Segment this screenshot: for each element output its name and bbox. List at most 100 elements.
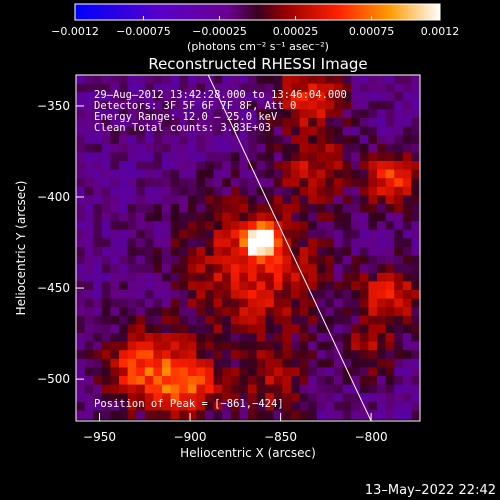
heatmap-cell: [411, 333, 420, 343]
heatmap-cell: [334, 307, 344, 317]
heatmap-cell: [179, 126, 189, 136]
heatmap-cell: [153, 100, 163, 110]
heatmap-cell: [187, 298, 197, 308]
heatmap-cell: [394, 100, 404, 110]
heatmap-cell: [127, 204, 137, 214]
heatmap-cell: [256, 376, 266, 386]
heatmap-cell: [179, 135, 189, 145]
heatmap-cell: [93, 333, 103, 343]
heatmap-cell: [84, 367, 94, 377]
heatmap-cell: [110, 350, 120, 360]
heatmap-cell: [84, 298, 94, 308]
heatmap-cell: [119, 118, 129, 128]
heatmap-cell: [385, 376, 395, 386]
heatmap-cell: [342, 393, 352, 403]
heatmap-cell: [265, 393, 275, 403]
heatmap-cell: [273, 204, 283, 214]
heatmap-cell: [291, 410, 301, 420]
heatmap-cell: [153, 204, 163, 214]
heatmap-cell: [101, 118, 111, 128]
heatmap-cell: [411, 178, 420, 188]
heatmap-cell: [205, 118, 215, 128]
heatmap-cell: [119, 350, 129, 360]
heatmap-cell: [239, 109, 249, 119]
heatmap-cell: [334, 401, 344, 411]
heatmap-cell: [179, 143, 189, 153]
heatmap-cell: [282, 410, 292, 420]
heatmap-cell: [291, 401, 301, 411]
heatmap-cell: [179, 367, 189, 377]
heatmap-cell: [84, 307, 94, 317]
heatmap-cell: [342, 92, 352, 102]
heatmap-cell: [136, 161, 146, 171]
heatmap-cell: [101, 358, 111, 368]
heatmap-cell: [282, 92, 292, 102]
heatmap-cell: [84, 83, 94, 93]
heatmap-cell: [222, 272, 232, 282]
heatmap-cell: [282, 324, 292, 334]
heatmap-cell: [162, 384, 172, 394]
heatmap-cell: [299, 324, 309, 334]
heatmap-cell: [325, 100, 335, 110]
heatmap-cell: [119, 238, 129, 248]
heatmap-cell: [325, 186, 335, 196]
heatmap-cell: [248, 92, 258, 102]
heatmap-cell: [342, 255, 352, 265]
heatmap-cell: [136, 350, 146, 360]
heatmap-cell: [411, 169, 420, 179]
heatmap-cell: [256, 229, 266, 239]
heatmap-cell: [136, 195, 146, 205]
heatmap-cell: [213, 229, 223, 239]
heatmap-cell: [325, 109, 335, 119]
heatmap-cell: [230, 161, 240, 171]
heatmap-cell: [76, 126, 86, 136]
heatmap-cell: [377, 247, 387, 257]
heatmap-cell: [291, 333, 301, 343]
heatmap-cell: [394, 333, 404, 343]
annotation-detectors: Detectors: 3F 5F 6F 7F 8F, Att 0: [94, 100, 296, 112]
heatmap-cell: [127, 109, 137, 119]
heatmap-cell: [127, 298, 137, 308]
heatmap-cell: [239, 161, 249, 171]
heatmap-cell: [144, 290, 154, 300]
heatmap-cell: [162, 100, 172, 110]
heatmap-cell: [144, 92, 154, 102]
heatmap-cell: [213, 204, 223, 214]
heatmap-cell: [308, 212, 318, 222]
heatmap-cell: [377, 307, 387, 317]
colorbar-tick-label: −0.0012: [51, 25, 99, 38]
heatmap-cell: [256, 341, 266, 351]
heatmap-cell: [256, 75, 266, 85]
heatmap-cell: [127, 152, 137, 162]
heatmap-cell: [119, 410, 129, 420]
heatmap-cell: [282, 272, 292, 282]
heatmap-cell: [127, 178, 137, 188]
heatmap-cell: [291, 204, 301, 214]
heatmap-cell: [368, 118, 378, 128]
heatmap-cell: [299, 350, 309, 360]
heatmap-cell: [351, 109, 361, 119]
heatmap-cell: [291, 367, 301, 377]
heatmap-cell: [84, 169, 94, 179]
heatmap-cell: [76, 143, 86, 153]
heatmap-cell: [205, 92, 215, 102]
heatmap-cell: [291, 247, 301, 257]
heatmap-cell: [144, 75, 154, 85]
heatmap-cell: [291, 221, 301, 231]
x-tick-label: −900: [174, 430, 207, 444]
heatmap-cell: [110, 272, 120, 282]
heatmap-cell: [93, 186, 103, 196]
heatmap-cell: [351, 186, 361, 196]
heatmap-cell: [351, 281, 361, 291]
heatmap-cell: [299, 376, 309, 386]
heatmap-cell: [213, 350, 223, 360]
heatmap-cell: [411, 255, 420, 265]
heatmap-cell: [291, 358, 301, 368]
heatmap-cell: [230, 118, 240, 128]
heatmap-cell: [84, 272, 94, 282]
heatmap-cell: [136, 401, 146, 411]
heatmap-cell: [222, 100, 232, 110]
heatmap-cell: [153, 126, 163, 136]
heatmap-cell: [273, 272, 283, 282]
heatmap-cell: [342, 367, 352, 377]
